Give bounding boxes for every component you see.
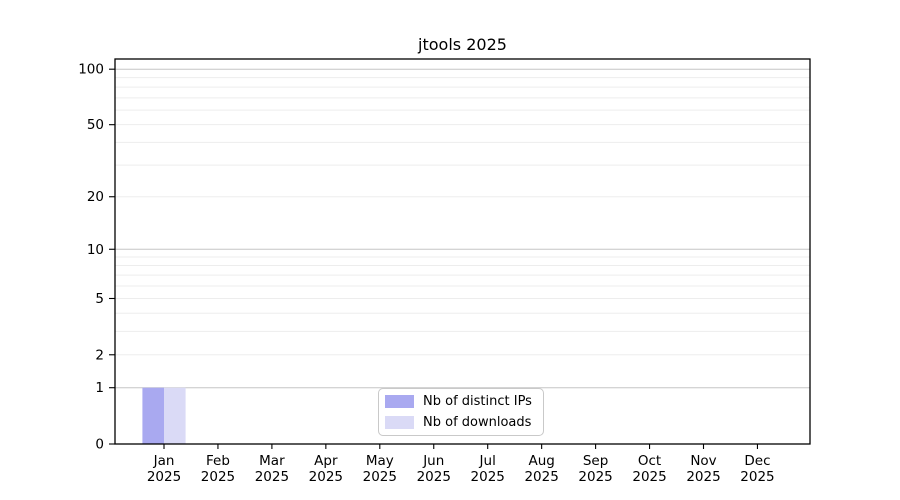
legend-row-distinct-ips: Nb of distinct IPs <box>385 394 537 409</box>
legend-label-distinct-ips: Nb of distinct IPs <box>423 394 532 409</box>
x-tick-label-month: Aug <box>528 453 554 469</box>
x-tick-label-month: Apr <box>314 453 338 469</box>
x-tick-label-month: Jul <box>479 453 496 469</box>
x-tick-label-year: 2025 <box>524 469 558 485</box>
y-tick-label: 1 <box>95 380 104 396</box>
y-tick-label: 10 <box>87 242 104 258</box>
x-tick-label-year: 2025 <box>740 469 774 485</box>
x-tick-label-month: Sep <box>583 453 608 469</box>
x-tick-label-month: Mar <box>259 453 285 469</box>
y-tick-label: 5 <box>95 291 104 307</box>
y-tick-label: 2 <box>95 347 104 363</box>
x-tick-label-year: 2025 <box>632 469 666 485</box>
x-tick-label-month: Nov <box>690 453 716 469</box>
legend-swatch-distinct-ips <box>385 395 414 408</box>
y-tick-label: 100 <box>78 62 104 78</box>
x-tick-label-year: 2025 <box>417 469 451 485</box>
x-tick-label-month: Feb <box>206 453 230 469</box>
x-tick-label-year: 2025 <box>471 469 505 485</box>
bar-nb-of-distinct-ips-jan <box>142 387 164 444</box>
x-tick-label-year: 2025 <box>309 469 343 485</box>
y-tick-label: 20 <box>87 189 104 205</box>
bar-nb-of-downloads-jan <box>164 387 186 444</box>
x-tick-label-month: Oct <box>638 453 661 469</box>
legend: Nb of distinct IPs Nb of downloads <box>378 388 544 436</box>
y-tick-label: 0 <box>95 437 104 453</box>
x-tick-label-month: May <box>366 453 394 469</box>
legend-label-downloads: Nb of downloads <box>423 415 532 430</box>
x-tick-label-month: Jun <box>422 453 444 469</box>
axes-frame <box>114 58 811 445</box>
y-tick-label: 50 <box>87 117 104 133</box>
x-tick-label-year: 2025 <box>201 469 235 485</box>
x-tick-label-month: Dec <box>744 453 770 469</box>
legend-row-downloads: Nb of downloads <box>385 415 537 430</box>
x-tick-label-year: 2025 <box>578 469 612 485</box>
legend-swatch-downloads <box>385 416 414 429</box>
x-tick-label-year: 2025 <box>686 469 720 485</box>
x-tick-label-year: 2025 <box>147 469 181 485</box>
chart-title: jtools 2025 <box>418 35 507 54</box>
x-tick-label-year: 2025 <box>255 469 289 485</box>
x-tick-label-month: Jan <box>153 453 175 469</box>
x-tick-label-year: 2025 <box>363 469 397 485</box>
